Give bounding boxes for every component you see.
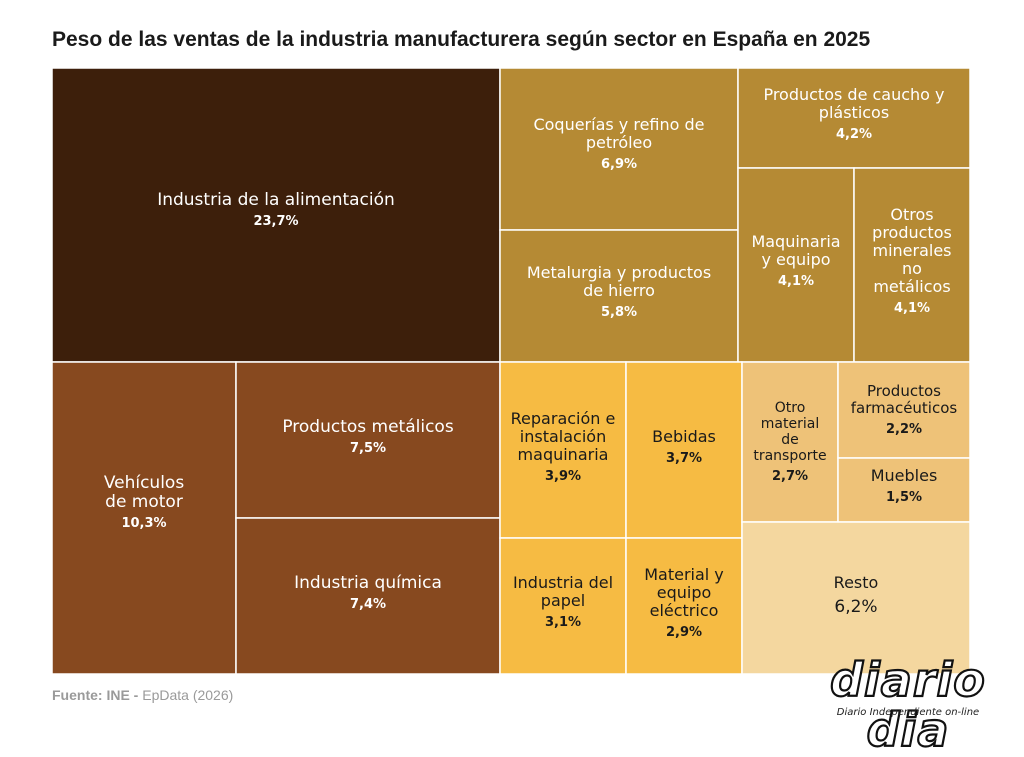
tile-label-material-y-equipo-electrico: Material y equipo eléctrico: [644, 565, 724, 620]
source-footer: Fuente: INE - EpData (2026): [52, 687, 233, 703]
tile-reparacion-e-instalacion-maquinaria: Reparación e instalación maquinaria 3,9%: [499, 361, 627, 539]
source-label: Fuente: INE: [52, 687, 130, 703]
logo-tagline: Diario Independiente on-line: [836, 707, 980, 718]
tile-value-otros-productos-minerales-no-metalicos: 4,1%: [894, 301, 930, 316]
tile-value-industria-quimica: 7,4%: [350, 597, 386, 612]
tile-resto: Resto 6,2%: [741, 521, 971, 675]
tile-coquerias-y-refino-de-petroleo: Coquerías y refino de petróleo 6,9%: [499, 67, 739, 231]
tile-industria-quimica: Industria química 7,4%: [235, 517, 501, 675]
tile-value-industria-de-la-alimentacion: 23,7%: [253, 214, 298, 229]
tile-rect-productos-de-caucho-y-plasticos: [737, 67, 971, 169]
tile-value-metalurgia-y-productos-de-hierro: 5,8%: [601, 305, 637, 320]
tile-label-resto: Resto: [834, 573, 879, 592]
tile-value-material-y-equipo-electrico: 2,9%: [666, 625, 702, 640]
tile-value-muebles: 1,5%: [886, 490, 922, 505]
tile-label-reparacion-e-instalacion-maquinaria: Reparación e instalación maquinaria: [511, 409, 616, 464]
tile-value-industria-del-papel: 3,1%: [545, 615, 581, 630]
tile-value-bebidas: 3,7%: [666, 451, 702, 466]
tile-rect-metalurgia-y-productos-de-hierro: [499, 229, 739, 363]
chart-title: Peso de las ventas de la industria manuf…: [52, 28, 871, 51]
tile-label-productos-de-caucho-y-plasticos: Productos de caucho y plásticos: [763, 85, 944, 122]
tile-productos-metalicos: Productos metálicos 7,5%: [235, 361, 501, 519]
tile-productos-de-caucho-y-plasticos: Productos de caucho y plásticos 4,2%: [737, 67, 971, 169]
tile-value-productos-de-caucho-y-plasticos: 4,2%: [836, 127, 872, 142]
logo-wordmark: diario dia: [829, 653, 986, 757]
tile-rect-material-y-equipo-electrico: [625, 537, 743, 675]
logo: diario dia Diario Independiente on-line: [798, 654, 1018, 756]
tile-label-productos-metalicos: Productos metálicos: [282, 417, 454, 437]
tile-value-vehiculos-de-motor: 10,3%: [121, 516, 166, 531]
tile-label-muebles: Muebles: [871, 466, 938, 485]
source-provider: EpData (2026): [142, 687, 234, 703]
tile-rect-productos-farmaceuticos: [837, 361, 971, 459]
tile-value-productos-metalicos: 7,5%: [350, 441, 386, 456]
tile-label-maquinaria-y-equipo: Maquinaria y equipo: [751, 232, 840, 269]
tile-otros-productos-minerales-no-metalicos: Otros productos minerales no metálicos 4,1%: [853, 167, 971, 363]
tile-rect-vehiculos-de-motor: [51, 361, 237, 675]
tile-rect-resto: [741, 521, 971, 675]
tile-value-maquinaria-y-equipo: 4,1%: [778, 274, 814, 289]
tile-label-otros-productos-minerales-no-metalicos: Otros productos minerales no metálicos: [872, 205, 952, 296]
tile-label-industria-quimica: Industria química: [294, 573, 442, 593]
tile-maquinaria-y-equipo: Maquinaria y equipo 4,1%: [737, 167, 855, 363]
tile-rect-otro-material-de-transporte: [741, 361, 839, 523]
tile-rect-reparacion-e-instalacion-maquinaria: [499, 361, 627, 539]
tile-rect-bebidas: [625, 361, 743, 539]
tile-rect-otros-productos-minerales-no-metalicos: [853, 167, 971, 363]
tile-rect-industria-del-papel: [499, 537, 627, 675]
tile-rect-industria-quimica: [235, 517, 501, 675]
tile-rect-maquinaria-y-equipo: [737, 167, 855, 363]
tile-label-vehiculos-de-motor: Vehículos de motor: [104, 473, 185, 512]
tile-label-coquerias-y-refino-de-petroleo: Coquerías y refino de petróleo: [533, 115, 704, 152]
tile-value-coquerias-y-refino-de-petroleo: 6,9%: [601, 157, 637, 172]
tile-value-reparacion-e-instalacion-maquinaria: 3,9%: [545, 469, 581, 484]
tile-bebidas: Bebidas 3,7%: [625, 361, 743, 539]
tile-vehiculos-de-motor: Vehículos de motor 10,3%: [51, 361, 237, 675]
tile-otro-material-de-transporte: Otro material de transporte 2,7%: [741, 361, 839, 523]
tile-material-y-equipo-electrico: Material y equipo eléctrico 2,9%: [625, 537, 743, 675]
tile-productos-farmaceuticos: Productos farmacéuticos 2,2%: [837, 361, 971, 459]
tile-label-bebidas: Bebidas: [652, 427, 716, 446]
tile-value-resto: 6,2%: [834, 597, 877, 617]
tile-label-otro-material-de-transporte: Otro material de transporte: [753, 400, 826, 464]
tile-industria-del-papel: Industria del papel 3,1%: [499, 537, 627, 675]
tile-value-otro-material-de-transporte: 2,7%: [772, 469, 808, 484]
tile-value-productos-farmaceuticos: 2,2%: [886, 422, 922, 437]
source-separator: -: [129, 687, 143, 703]
tile-metalurgia-y-productos-de-hierro: Metalurgia y productos de hierro 5,8%: [499, 229, 739, 363]
tile-rect-productos-metalicos: [235, 361, 501, 519]
tile-label-industria-de-la-alimentacion: Industria de la alimentación: [157, 190, 395, 210]
tile-label-metalurgia-y-productos-de-hierro: Metalurgia y productos de hierro: [527, 263, 711, 300]
tile-rect-muebles: [837, 457, 971, 523]
tile-label-productos-farmaceuticos: Productos farmacéuticos: [851, 382, 958, 417]
tile-industria-de-la-alimentacion: Industria de la alimentación 23,7%: [51, 67, 501, 363]
tile-muebles: Muebles 1,5%: [837, 457, 971, 523]
treemap-chart: Industria de la alimentación 23,7% Coquerí…: [51, 67, 971, 675]
tile-label-industria-del-papel: Industria del papel: [513, 573, 613, 610]
